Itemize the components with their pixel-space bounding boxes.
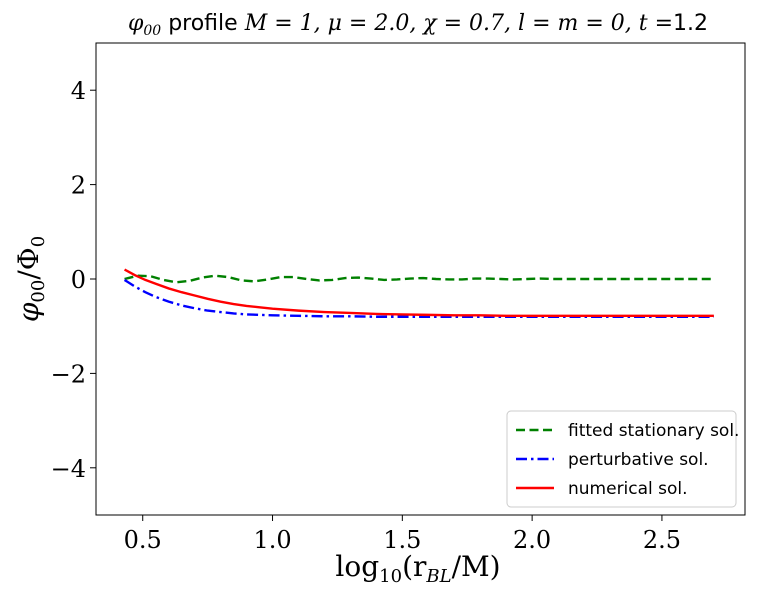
y-tick-label: 0	[71, 266, 86, 294]
series-line-perturbative-sol	[123, 278, 714, 318]
y-tick-label: −4	[51, 455, 86, 483]
x-tick-label: 1.5	[383, 526, 421, 554]
x-tick-label: 2.0	[513, 526, 551, 554]
series-line-fitted-stationary-sol	[124, 274, 714, 284]
plot-frame	[95, 42, 746, 516]
x-axis-label: log10(rBL/M)	[335, 550, 500, 587]
legend-label-perturbative: perturbative sol.	[568, 450, 709, 470]
ticks-layer: 0.5 1.0 1.5 2.0 2.5 −4 −2 0 2 4	[51, 77, 681, 554]
y-tick-label: 4	[71, 77, 86, 105]
y-axis-label: φ00/Φ0	[12, 236, 49, 322]
legend-label-fitted: fitted stationary sol.	[568, 421, 739, 441]
y-tick-label: −2	[51, 360, 86, 388]
x-tick-label: 1.0	[253, 526, 291, 554]
series-layer	[123, 268, 714, 318]
x-tick-label: 0.5	[124, 526, 162, 554]
legend: fitted stationary sol. perturbative sol.…	[506, 410, 739, 508]
legend-label-numerical: numerical sol.	[568, 479, 688, 499]
x-tick-label: 2.5	[643, 526, 681, 554]
chart-title: φ00 profile M = 1, μ = 2.0, χ = 0.7, l =…	[128, 11, 708, 39]
y-tick-label: 2	[71, 172, 86, 200]
series-line-numerical-sol	[123, 268, 714, 318]
legend-box	[506, 410, 737, 508]
